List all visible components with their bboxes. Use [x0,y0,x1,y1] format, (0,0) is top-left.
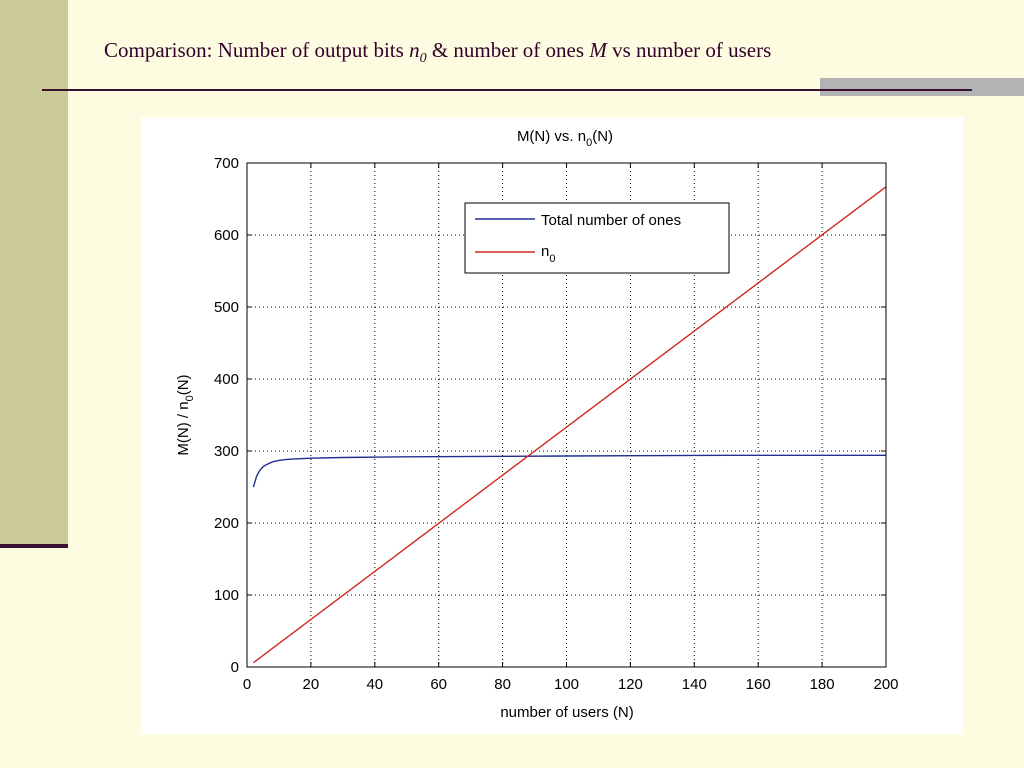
legend-label-n0-prefix: n [541,243,549,260]
slide-title-part1: Comparison: Number of output bits [104,38,410,62]
chart-title: M(N) vs. n0(N) [517,128,613,149]
y-axis-label-suffix: (N) [175,374,192,395]
x-tick-label: 0 [243,676,251,693]
chart-title-prefix: M(N) vs. n [517,128,586,145]
y-tick-label: 300 [214,443,239,460]
x-tick-label: 20 [303,676,320,693]
slide-title-n-sub: 0 [419,51,427,67]
x-tick-label: 100 [554,676,579,693]
x-tick-label: 40 [366,676,383,693]
x-tick-label: 200 [873,676,898,693]
ticks: 0 20 40 60 80 100 120 140 160 180 200 0 100 200 300 400… [214,155,899,693]
legend-box [464,202,730,274]
y-tick-label: 500 [214,299,239,316]
x-tick-label: 60 [430,676,447,693]
chart-title-sub: 0 [586,137,592,149]
slide-title-part3: vs number of users [606,38,772,62]
legend-label-total-ones: Total number of ones [541,212,681,229]
series-line-n0 [252,186,887,664]
x-tick-label: 80 [494,676,511,693]
y-axis-label-prefix: M(N) / n [175,401,192,455]
y-tick-label: 600 [214,227,239,244]
title-rule [42,89,972,91]
series-line-total-ones [252,454,886,488]
left-decor-rule [0,544,68,548]
legend-label-n0-sub: 0 [549,253,555,265]
y-tick-label: 200 [214,515,239,532]
slide-title-part2: & number of ones [426,38,590,62]
y-tick-label: 100 [214,587,239,604]
legend: Total number of ones n0 [464,202,730,274]
legend-label-n0: n0 [541,243,555,265]
title-rule-accent [820,78,1024,96]
chart-title-suffix: (N) [592,128,613,145]
y-tick-label: 0 [231,659,239,676]
left-decor-band [0,0,68,545]
chart: M(N) vs. n0(N) 0 20 40 60 80 100 120 140 160 180 2… [175,128,899,721]
slide-title-m: M [589,38,607,62]
x-tick-label: 140 [682,676,707,693]
slide-title-n: n [409,38,420,62]
x-tick-label: 120 [618,676,643,693]
y-tick-label: 700 [214,155,239,172]
y-tick-label: 400 [214,371,239,388]
x-axis-label: number of users (N) [500,704,633,721]
x-tick-label: 160 [746,676,771,693]
y-axis-label-sub: 0 [184,395,196,401]
figure-panel: M(N) vs. n0(N) 0 20 40 60 80 100 120 140 160 180 2… [141,117,963,734]
series-layer [252,186,887,664]
y-axis-label: M(N) / n0(N) [175,374,196,455]
slide-title: Comparison: Number of output bits n0 & n… [104,38,984,67]
x-tick-label: 180 [810,676,835,693]
